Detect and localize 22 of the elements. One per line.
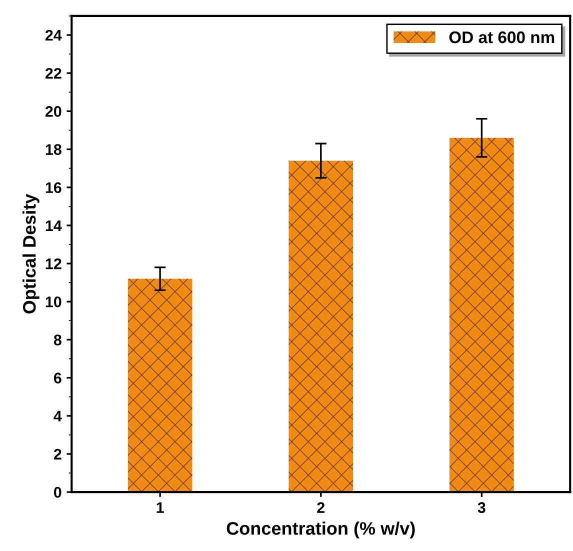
y-tick-label: 10 <box>46 296 62 308</box>
y-tick-label: 22 <box>45 68 62 79</box>
bar <box>128 278 192 492</box>
y-tick-label: 12 <box>46 258 62 270</box>
x-tick-label: 1 <box>156 502 164 513</box>
x-tick-label: 2 <box>317 502 325 513</box>
y-tick-label: 2 <box>54 448 62 460</box>
y-tick-label: 20 <box>45 106 62 117</box>
y-tick-label: 16 <box>46 182 62 194</box>
x-tick-label: 3 <box>478 502 486 514</box>
y-tick-label: 8 <box>54 334 62 346</box>
bar <box>450 138 514 492</box>
y-axis-title: Optical Desity <box>22 194 40 314</box>
y-tick-label: 14 <box>46 220 62 231</box>
y-tick-label: 6 <box>54 372 62 384</box>
legend-label: OD at 600 nm <box>449 31 554 44</box>
bar <box>288 160 354 492</box>
y-tick-label: 0 <box>54 486 62 498</box>
y-tick-label: 24 <box>45 30 62 41</box>
x-axis-title: Concentration (% w/v) <box>226 522 415 538</box>
y-tick-label: 18 <box>46 144 62 155</box>
y-tick-label: 4 <box>54 410 62 422</box>
